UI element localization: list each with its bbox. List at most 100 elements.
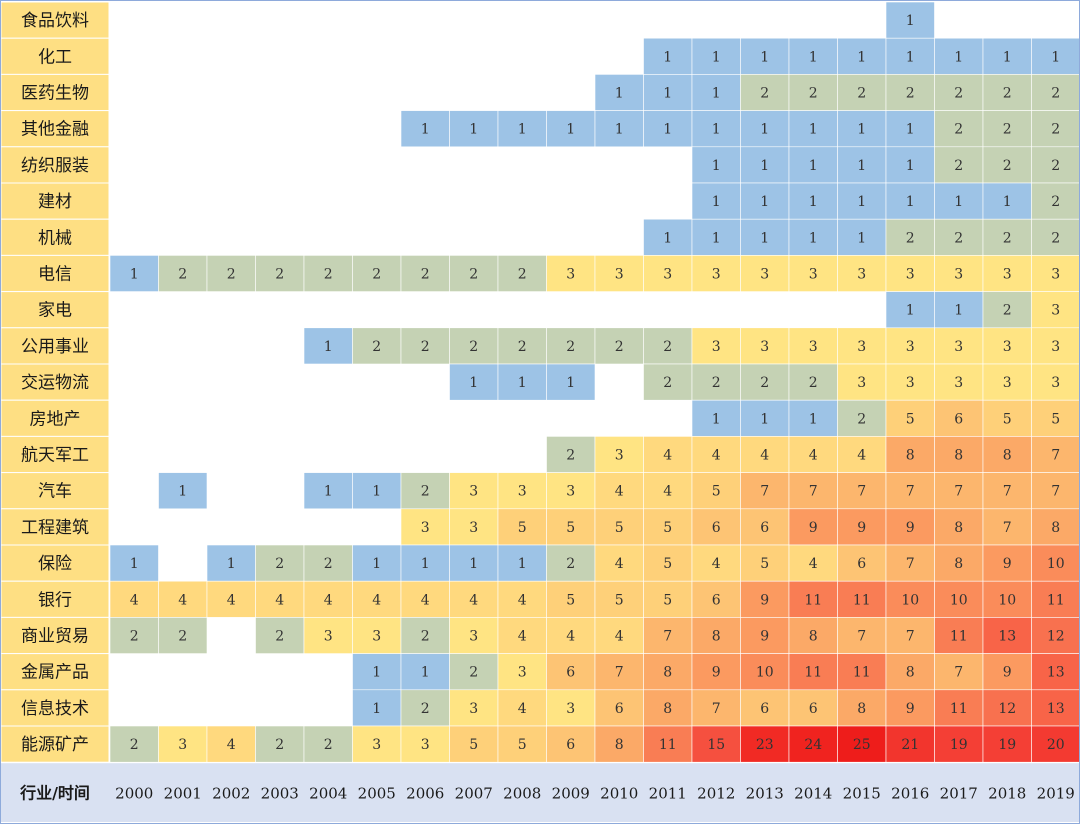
heatmap-cell bbox=[206, 544, 256, 582]
cell-value: 3 bbox=[857, 339, 866, 355]
cell-value: 1 bbox=[566, 375, 575, 391]
cell-value: 6 bbox=[760, 701, 769, 717]
heatmap-cell bbox=[643, 472, 693, 510]
heatmap-cell bbox=[497, 110, 547, 148]
cell-value: 4 bbox=[809, 556, 818, 572]
year-label: 2005 bbox=[358, 785, 396, 803]
heatmap-cell bbox=[255, 472, 304, 509]
heatmap-cell bbox=[1031, 37, 1080, 75]
heatmap-cell bbox=[837, 182, 887, 220]
heatmap-cell bbox=[206, 580, 256, 618]
heatmap-cell bbox=[546, 183, 595, 220]
cell-value: 2 bbox=[469, 267, 478, 283]
year-label: 2010 bbox=[600, 785, 638, 803]
cell-value: 1 bbox=[906, 303, 915, 319]
heatmap-cell bbox=[158, 653, 207, 690]
cell-value: 3 bbox=[615, 448, 624, 464]
cell-value: 4 bbox=[663, 484, 672, 500]
heatmap-cell bbox=[400, 508, 450, 546]
cell-value: 4 bbox=[857, 448, 866, 464]
heatmap-cell bbox=[110, 472, 159, 509]
heatmap-cell bbox=[934, 255, 984, 292]
heatmap-cell bbox=[594, 110, 644, 148]
heatmap-cell bbox=[788, 182, 838, 220]
heatmap-cell bbox=[304, 74, 353, 111]
cell-value: 1 bbox=[712, 86, 721, 102]
heatmap-cell bbox=[449, 653, 499, 691]
cell-value: 6 bbox=[760, 520, 769, 536]
heatmap-cell bbox=[934, 508, 984, 546]
cell-value: 4 bbox=[663, 448, 672, 464]
cell-value: 4 bbox=[227, 737, 236, 753]
heatmap-cell bbox=[110, 327, 159, 364]
cell-value: 1 bbox=[857, 194, 866, 210]
cell-value: 3 bbox=[906, 267, 915, 283]
cell-value: 1 bbox=[857, 230, 866, 246]
heatmap-cell bbox=[255, 689, 304, 726]
cell-value: 3 bbox=[1051, 339, 1060, 355]
cell-value: 4 bbox=[372, 592, 381, 608]
cell-value: 1 bbox=[130, 556, 139, 572]
heatmap-cell bbox=[934, 399, 984, 437]
heatmap-cell bbox=[740, 2, 789, 39]
heatmap-cell bbox=[449, 580, 499, 618]
heatmap-cell bbox=[400, 472, 450, 510]
cell-value: 5 bbox=[615, 592, 624, 608]
heatmap-cell bbox=[352, 364, 401, 401]
year-axis-background bbox=[1, 763, 1080, 822]
heatmap-cell bbox=[595, 364, 644, 401]
cell-value: 7 bbox=[906, 629, 915, 645]
heatmap-cell bbox=[497, 544, 547, 582]
heatmap-cell bbox=[400, 255, 450, 292]
heatmap-cell bbox=[158, 689, 207, 726]
heatmap-cell bbox=[1031, 544, 1080, 582]
heatmap-cell bbox=[110, 38, 159, 75]
heatmap-cell bbox=[837, 2, 886, 39]
industry-label: 交运物流 bbox=[21, 373, 89, 393]
cell-value: 6 bbox=[615, 701, 624, 717]
cell-value: 2 bbox=[809, 86, 818, 102]
heatmap-cell bbox=[982, 218, 1032, 256]
heatmap-cell bbox=[691, 617, 741, 654]
cell-value: 2 bbox=[324, 267, 333, 283]
cell-value: 6 bbox=[809, 701, 818, 717]
cell-value: 3 bbox=[1003, 267, 1012, 283]
cell-value: 10 bbox=[998, 592, 1016, 608]
heatmap-cell bbox=[740, 580, 790, 618]
heatmap-cell bbox=[740, 182, 790, 220]
cell-value: 2 bbox=[760, 86, 769, 102]
heatmap-cell bbox=[158, 291, 207, 328]
cell-value: 25 bbox=[853, 737, 871, 753]
cell-value: 2 bbox=[469, 665, 478, 681]
cell-value: 3 bbox=[712, 267, 721, 283]
heatmap-cell bbox=[837, 689, 887, 727]
cell-value: 2 bbox=[421, 339, 430, 355]
cell-value: 1 bbox=[130, 267, 139, 283]
heatmap-cell bbox=[1031, 74, 1080, 111]
heatmap-cell bbox=[546, 291, 595, 328]
heatmap-cell bbox=[740, 291, 789, 328]
cell-value: 8 bbox=[954, 520, 963, 536]
heatmap-cell bbox=[255, 400, 304, 437]
heatmap-cell bbox=[158, 74, 207, 111]
cell-value: 9 bbox=[760, 592, 769, 608]
cell-value: 1 bbox=[178, 484, 187, 500]
heatmap-cell bbox=[497, 653, 547, 691]
heatmap-cell bbox=[740, 436, 790, 473]
heatmap-cell bbox=[934, 146, 984, 184]
cell-value: 7 bbox=[809, 484, 818, 500]
heatmap-cell bbox=[788, 725, 838, 763]
heatmap-cell bbox=[934, 544, 984, 582]
cell-value: 1 bbox=[1003, 194, 1012, 210]
heatmap-cell bbox=[692, 291, 741, 328]
cell-value: 7 bbox=[857, 629, 866, 645]
cell-value: 7 bbox=[954, 484, 963, 500]
heatmap-cell bbox=[934, 291, 984, 329]
cell-value: 5 bbox=[518, 737, 527, 753]
heatmap-cell bbox=[643, 74, 693, 111]
heatmap-cell bbox=[498, 38, 547, 75]
heatmap-cell bbox=[885, 544, 935, 582]
heatmap-cell bbox=[207, 327, 256, 364]
cell-value: 4 bbox=[566, 629, 575, 645]
cell-value: 8 bbox=[954, 556, 963, 572]
